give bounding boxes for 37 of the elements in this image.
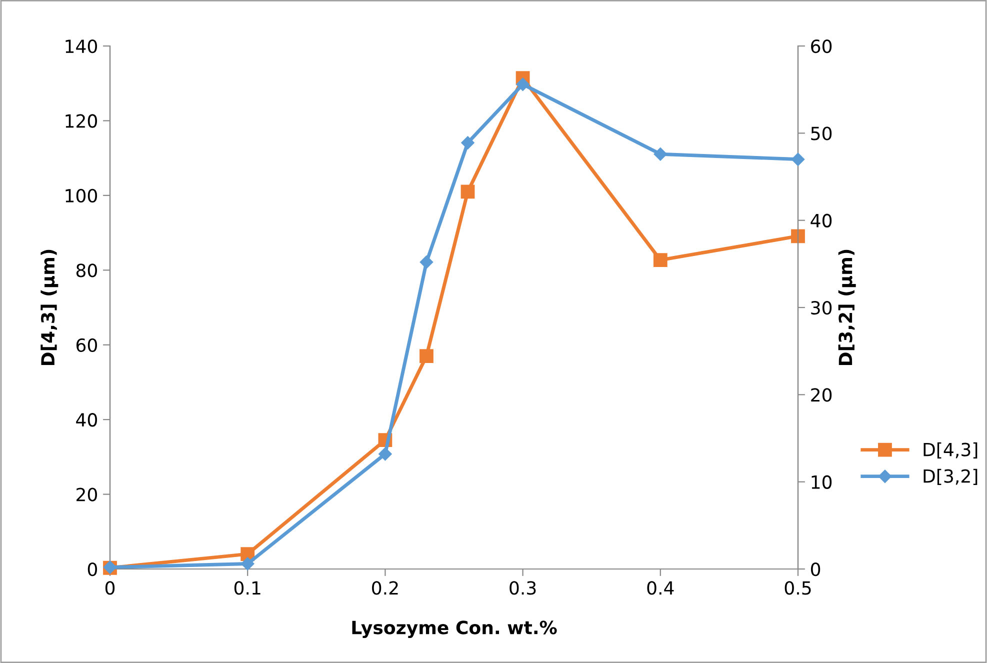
- legend-label: D[4,3]: [924, 442, 978, 459]
- point: [791, 152, 805, 166]
- x-tick-label: 0: [105, 581, 115, 595]
- y-tick-label: 40: [76, 413, 97, 427]
- y2-axis-title: D[3,2] (μm): [838, 250, 856, 366]
- y-tick-label: 140: [66, 39, 97, 54]
- point: [420, 256, 434, 269]
- x-axis-title: Lysozyme Con. wt.%: [352, 620, 557, 638]
- point: [241, 557, 254, 570]
- point: [791, 229, 805, 244]
- point: [653, 253, 668, 267]
- y2-tick-label: 40: [810, 214, 832, 228]
- point: [654, 148, 667, 161]
- y-tick-label: 20: [76, 488, 97, 502]
- x-tick-label: 0.5: [784, 581, 811, 595]
- point: [378, 447, 392, 461]
- y-tick-label: 80: [76, 264, 97, 278]
- y-tick-label: 100: [66, 188, 97, 203]
- x-tick-label: 0.4: [647, 581, 674, 595]
- legend-label: D[3,2]: [924, 468, 978, 486]
- y-tick-label: 60: [76, 338, 97, 352]
- y2-tick-label: 60: [811, 39, 832, 54]
- point: [420, 349, 434, 364]
- x-tick-label: 0.2: [372, 581, 398, 595]
- y2-tick-label: 30: [811, 300, 832, 315]
- x-tick-label: 0.3: [510, 581, 536, 595]
- y2-tick-label: 20: [811, 388, 832, 402]
- point: [460, 184, 475, 199]
- x-tick-label: 0.1: [234, 581, 260, 595]
- y-tick-label: 120: [66, 114, 97, 128]
- y2-tick-label: 10: [812, 475, 832, 489]
- y-tick-label: 0: [88, 562, 97, 576]
- y2-tick-label: 0: [810, 562, 820, 576]
- y-axis-title: D[4,3] (μm): [40, 250, 58, 366]
- point: [516, 78, 530, 91]
- y2-tick-label: 50: [811, 126, 832, 140]
- point: [461, 136, 474, 150]
